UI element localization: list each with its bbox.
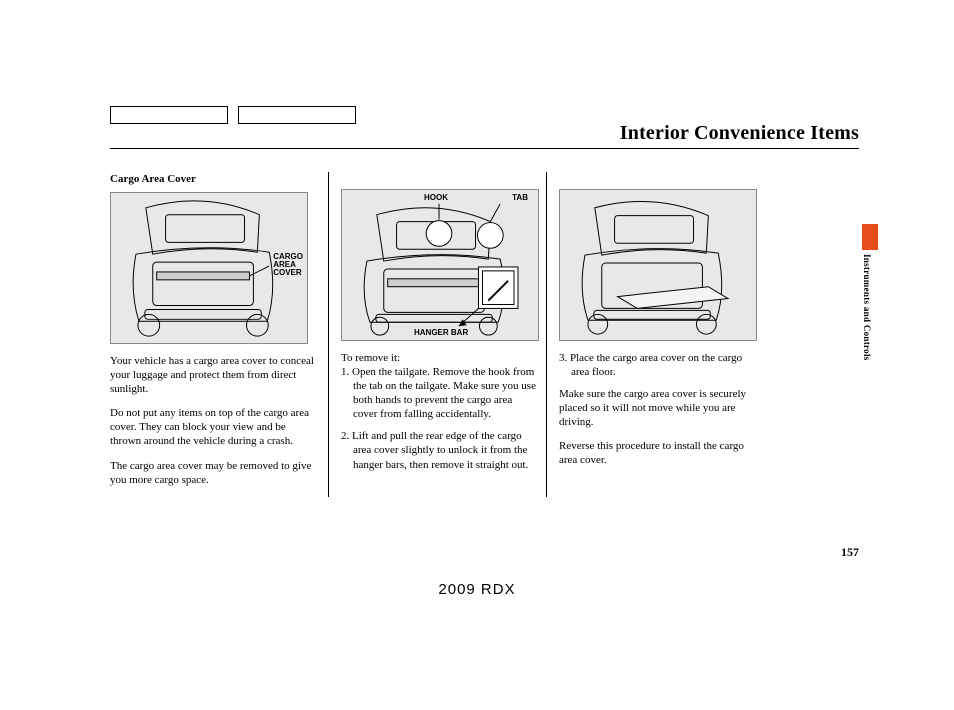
col3-para-2: Reverse this procedure to install the ca… [559, 439, 754, 467]
page-title: Interior Convenience Items [620, 122, 859, 145]
col3-para-1: Make sure the cargo area cover is secure… [559, 387, 754, 429]
figure-3-cover-on-floor [559, 189, 757, 341]
manual-page: Interior Convenience Items Instruments a… [0, 0, 954, 710]
page-number: 157 [841, 545, 859, 560]
col2-lead: To remove it: [341, 351, 536, 365]
col1-para-2: Do not put any items on top of the cargo… [110, 406, 318, 448]
header-box-1 [110, 106, 228, 124]
footer-model-year: 2009 RDX [0, 581, 954, 598]
content-columns: Cargo Area Cover [110, 172, 780, 497]
figure-2-hook-tab-hanger: HOOK TAB HANGER BAR [341, 189, 539, 341]
column-3: 3. Place the cargo area cover on the car… [546, 172, 764, 497]
header-placeholder-boxes [110, 106, 356, 124]
col1-para-3: The cargo area cover may be removed to g… [110, 459, 318, 487]
col3-step-3: 3. Place the cargo area cover on the car… [559, 351, 754, 379]
chapter-label: Instruments and Controls [862, 254, 872, 361]
figure2-label-hanger-bar: HANGER BAR [414, 329, 468, 337]
chapter-tab [862, 224, 878, 250]
section-heading: Cargo Area Cover [110, 172, 318, 186]
column-2: HOOK TAB HANGER BAR To remove it: 1. Ope… [328, 172, 546, 497]
column-1: Cargo Area Cover [110, 172, 328, 497]
header-box-2 [238, 106, 356, 124]
figure2-label-hook: HOOK [424, 194, 448, 202]
figure-1-cargo-cover: CARGO AREA COVER [110, 192, 308, 344]
title-rule [110, 148, 859, 149]
figure1-label-cargo-area-cover: CARGO AREA COVER [273, 253, 303, 277]
col2-step-1: 1. Open the tailgate. Remove the hook fr… [341, 365, 536, 421]
col2-step-2: 2. Lift and pull the rear edge of the ca… [341, 429, 536, 471]
col1-para-1: Your vehicle has a cargo area cover to c… [110, 354, 318, 396]
figure2-label-tab: TAB [512, 194, 528, 202]
